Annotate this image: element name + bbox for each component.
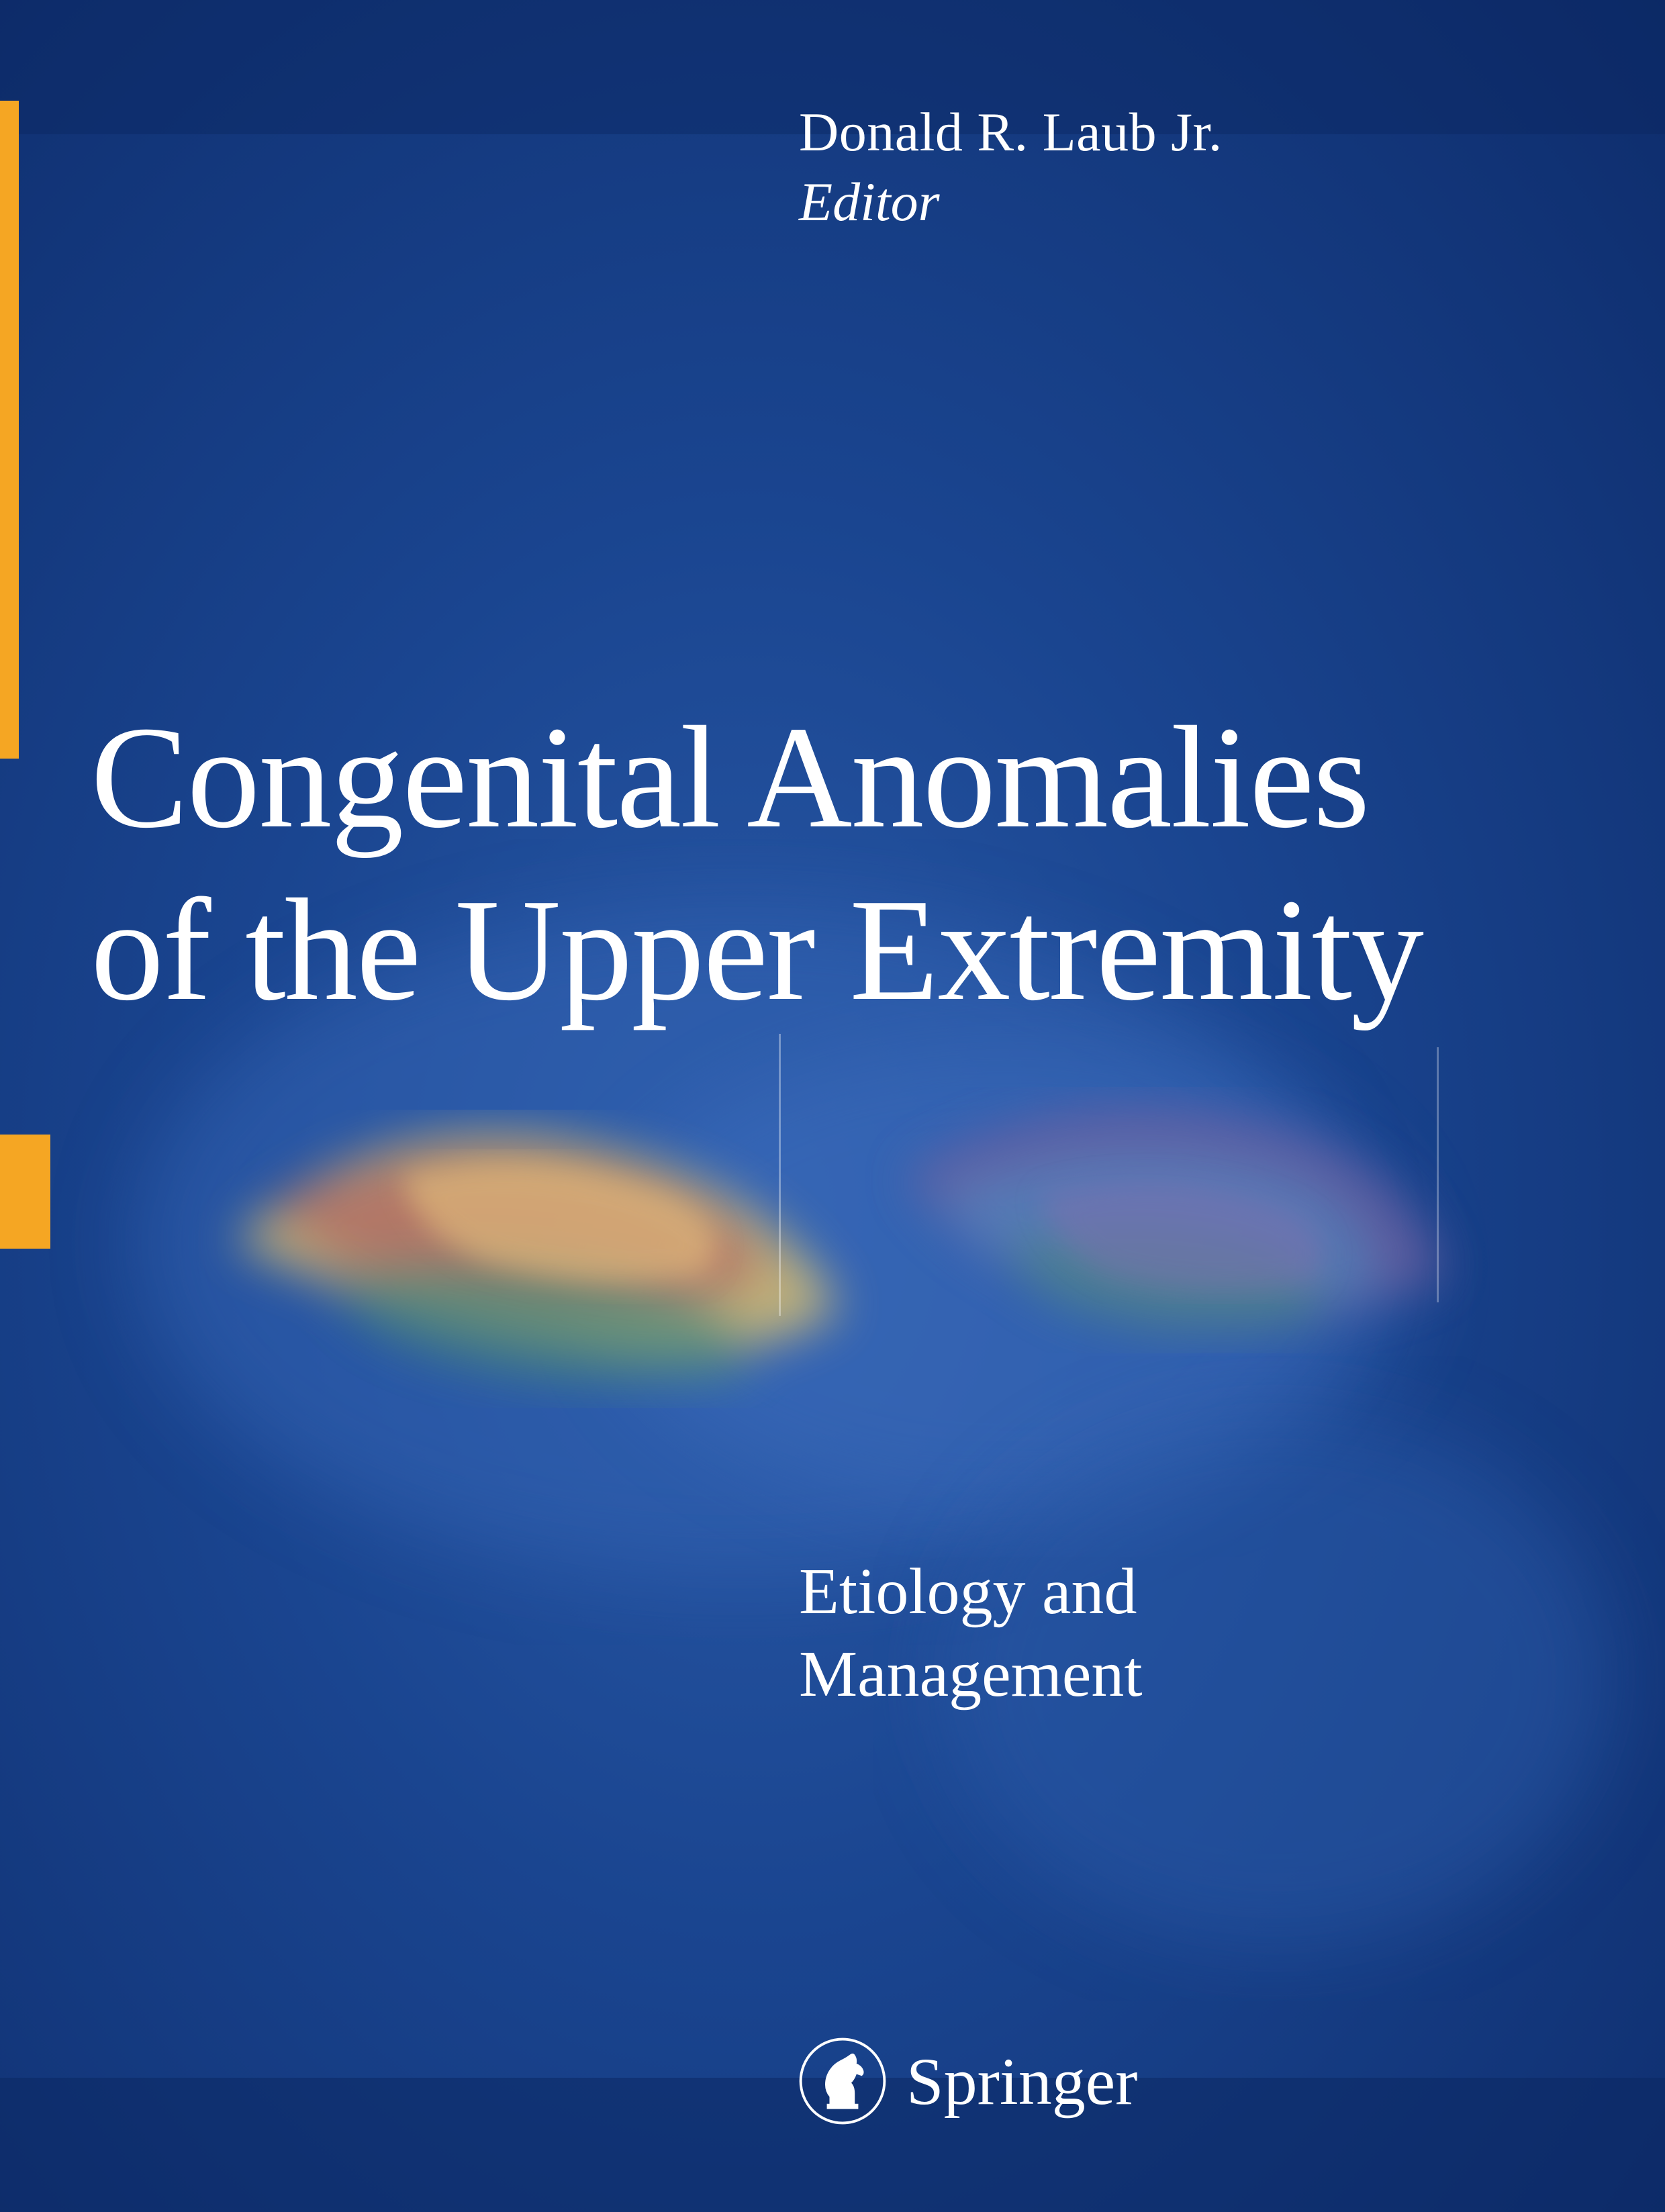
title-block: Congenital Anomalies of the Upper Extrem… xyxy=(91,691,1423,1037)
publisher-name: Springer xyxy=(906,2043,1137,2120)
subtitle-block: Etiology and Management xyxy=(799,1551,1143,1715)
accent-bar-bottom xyxy=(0,1135,50,1249)
editor-block: Donald R. Laub Jr. Editor xyxy=(799,101,1223,234)
editor-role: Editor xyxy=(799,171,1223,234)
subtitle-line-2: Management xyxy=(799,1633,1143,1716)
background-artwork xyxy=(0,0,1665,2212)
editor-name: Donald R. Laub Jr. xyxy=(799,101,1223,164)
publisher-block: Springer xyxy=(799,2037,1137,2125)
title-line-1: Congenital Anomalies xyxy=(91,691,1423,864)
title-line-2: of the Upper Extremity xyxy=(91,864,1423,1037)
book-cover: Donald R. Laub Jr. Editor Congenital Ano… xyxy=(0,0,1665,2212)
springer-horse-icon xyxy=(799,2037,886,2125)
subtitle-line-1: Etiology and xyxy=(799,1551,1143,1633)
accent-bar-top xyxy=(0,101,19,759)
